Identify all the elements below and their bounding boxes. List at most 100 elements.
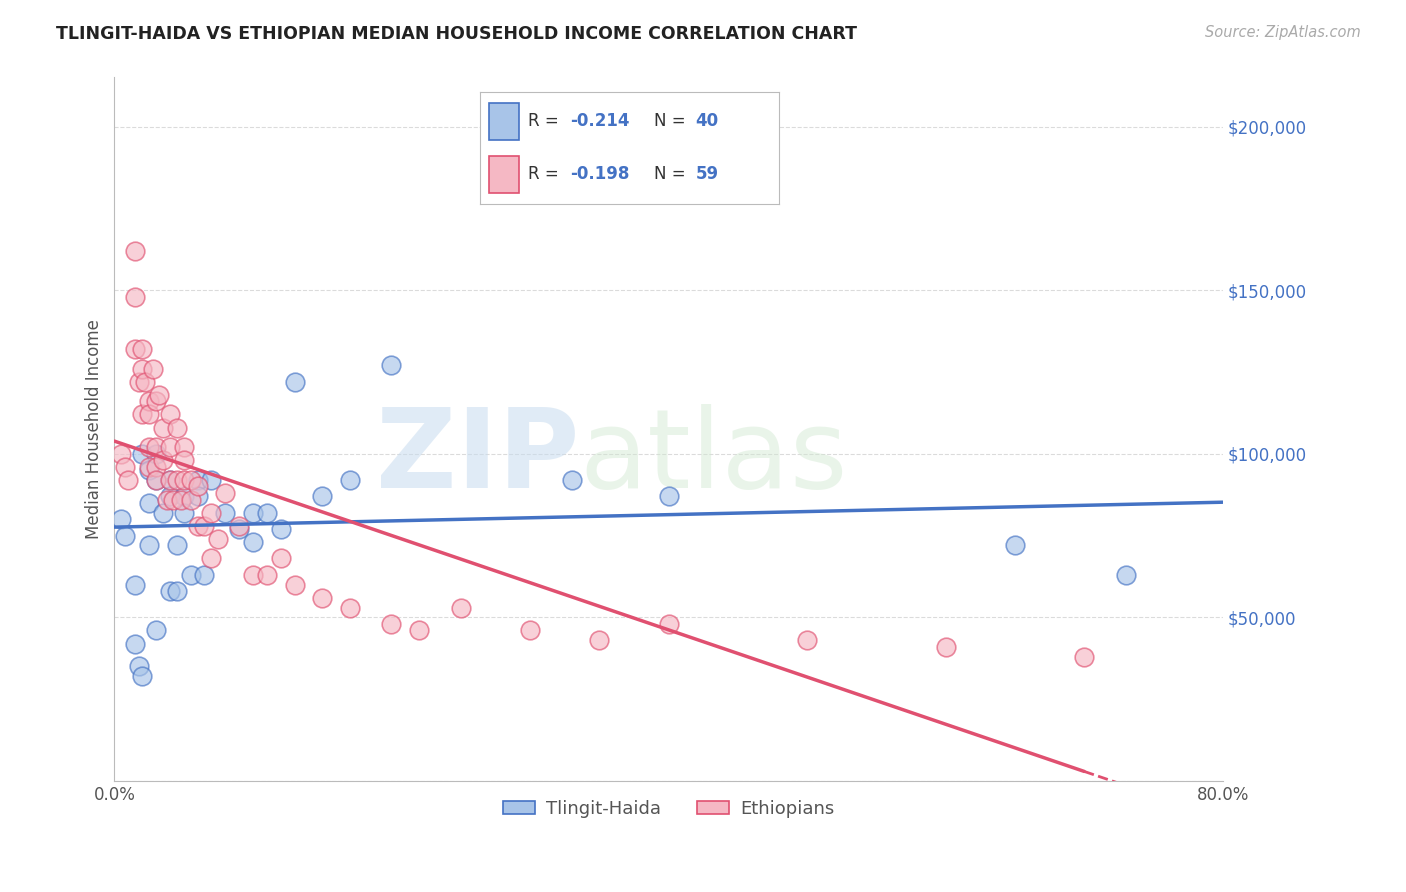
Point — [170, 492, 193, 507]
Point — [242, 535, 264, 549]
Point — [124, 290, 146, 304]
Point — [152, 420, 174, 434]
Point — [128, 375, 150, 389]
Point — [214, 486, 236, 500]
Legend: Tlingit-Haida, Ethiopians: Tlingit-Haida, Ethiopians — [495, 792, 842, 825]
Point — [131, 447, 153, 461]
Point — [131, 669, 153, 683]
Point — [519, 624, 541, 638]
Point — [256, 567, 278, 582]
Point — [186, 479, 208, 493]
Point — [207, 532, 229, 546]
Point — [145, 473, 167, 487]
Point — [166, 538, 188, 552]
Point — [138, 394, 160, 409]
Point — [159, 473, 181, 487]
Point — [142, 361, 165, 376]
Point — [159, 408, 181, 422]
Point — [657, 616, 679, 631]
Point — [180, 492, 202, 507]
Point — [180, 473, 202, 487]
Point — [380, 359, 402, 373]
Point — [131, 342, 153, 356]
Point — [114, 528, 136, 542]
Point — [162, 492, 184, 507]
Point — [450, 600, 472, 615]
Point — [200, 551, 222, 566]
Point — [186, 518, 208, 533]
Point — [173, 440, 195, 454]
Point — [166, 473, 188, 487]
Point — [256, 506, 278, 520]
Point — [935, 640, 957, 654]
Point — [159, 584, 181, 599]
Point — [145, 394, 167, 409]
Point — [283, 375, 305, 389]
Point — [110, 512, 132, 526]
Point — [159, 473, 181, 487]
Point — [145, 624, 167, 638]
Point — [173, 453, 195, 467]
Text: atlas: atlas — [579, 404, 848, 511]
Point — [148, 388, 170, 402]
Point — [186, 489, 208, 503]
Point — [796, 633, 818, 648]
Point — [138, 459, 160, 474]
Point — [117, 473, 139, 487]
Point — [131, 408, 153, 422]
Point — [166, 420, 188, 434]
Point — [173, 506, 195, 520]
Point — [152, 506, 174, 520]
Point — [242, 567, 264, 582]
Point — [214, 506, 236, 520]
Point — [311, 591, 333, 605]
Point — [145, 459, 167, 474]
Point — [159, 489, 181, 503]
Point — [200, 506, 222, 520]
Point — [124, 636, 146, 650]
Point — [138, 440, 160, 454]
Point — [156, 492, 179, 507]
Point — [159, 440, 181, 454]
Point — [588, 633, 610, 648]
Point — [283, 577, 305, 591]
Point — [270, 551, 292, 566]
Point — [114, 459, 136, 474]
Point — [270, 522, 292, 536]
Text: Source: ZipAtlas.com: Source: ZipAtlas.com — [1205, 25, 1361, 40]
Point — [124, 577, 146, 591]
Point — [186, 473, 208, 487]
Text: ZIP: ZIP — [377, 404, 579, 511]
Point — [138, 463, 160, 477]
Point — [173, 489, 195, 503]
Point — [180, 567, 202, 582]
Point — [193, 567, 215, 582]
Point — [166, 584, 188, 599]
Point — [138, 538, 160, 552]
Point — [561, 473, 583, 487]
Point — [134, 375, 156, 389]
Point — [145, 447, 167, 461]
Point — [1073, 649, 1095, 664]
Point — [145, 473, 167, 487]
Point — [138, 408, 160, 422]
Point — [242, 506, 264, 520]
Point — [228, 518, 250, 533]
Point — [200, 473, 222, 487]
Point — [124, 342, 146, 356]
Point — [1004, 538, 1026, 552]
Point — [193, 518, 215, 533]
Point — [138, 496, 160, 510]
Text: TLINGIT-HAIDA VS ETHIOPIAN MEDIAN HOUSEHOLD INCOME CORRELATION CHART: TLINGIT-HAIDA VS ETHIOPIAN MEDIAN HOUSEH… — [56, 25, 858, 43]
Point — [145, 440, 167, 454]
Point — [657, 489, 679, 503]
Point — [152, 453, 174, 467]
Point — [408, 624, 430, 638]
Point — [128, 659, 150, 673]
Point — [1115, 567, 1137, 582]
Point — [228, 522, 250, 536]
Point — [380, 616, 402, 631]
Point — [124, 244, 146, 258]
Point — [110, 447, 132, 461]
Point — [339, 600, 361, 615]
